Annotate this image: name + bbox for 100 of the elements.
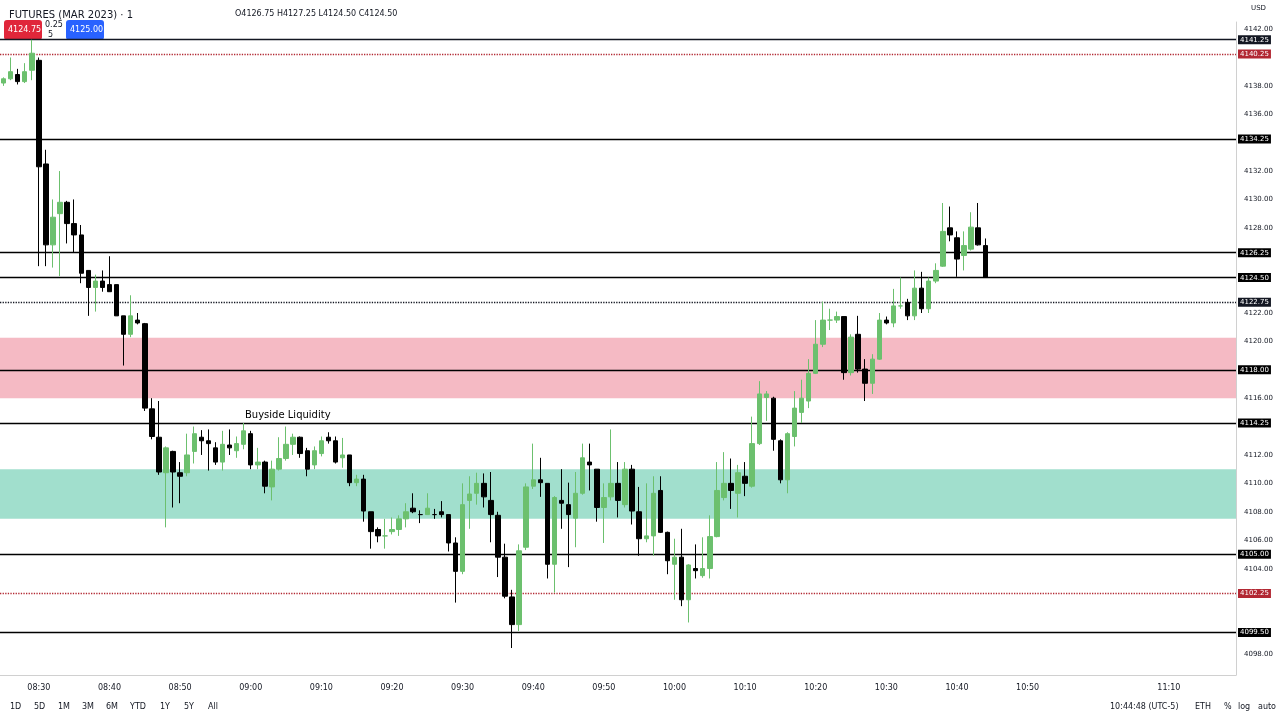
text: ETH <box>1195 701 1211 711</box>
candlestick <box>184 433 190 477</box>
candlestick <box>312 445 317 470</box>
candlestick <box>686 563 691 623</box>
candlestick <box>559 468 564 530</box>
candlestick <box>940 202 946 268</box>
candlestick <box>382 518 388 550</box>
candlestick <box>884 316 889 325</box>
candlestick <box>792 390 797 447</box>
candlestick <box>121 315 126 367</box>
candlestick <box>651 475 656 557</box>
candlestick <box>905 298 910 321</box>
x-tick-label: 10:00 <box>662 682 687 692</box>
annotation: 4124.75 <box>8 24 42 34</box>
candlestick <box>410 492 416 514</box>
candlestick <box>785 431 790 494</box>
x-tick-label: 08:50 <box>168 682 192 692</box>
candlestick <box>22 62 27 84</box>
chart-title: FUTURES (MAR 2023) · 1 <box>9 8 134 20</box>
text: All <box>208 701 218 711</box>
candlestick <box>361 474 366 523</box>
candlestick <box>573 471 578 548</box>
candlestick <box>15 68 20 85</box>
x-tick-label: 09:10 <box>309 682 333 692</box>
annotation: 5 <box>48 29 54 39</box>
candlestick <box>220 430 225 472</box>
text: 1Y <box>160 701 171 711</box>
candlestick <box>481 472 487 508</box>
x-tick-label: 09:50 <box>592 682 616 692</box>
candlestick <box>601 482 607 544</box>
candlestick <box>255 447 261 470</box>
candlestick <box>523 482 529 551</box>
candlestick <box>199 429 204 456</box>
candlestick <box>488 471 494 543</box>
annotation: 4125.00 <box>70 24 104 34</box>
candlestick <box>93 274 98 313</box>
candlestick <box>580 443 585 496</box>
candlestick <box>926 277 931 314</box>
candlestick <box>213 441 218 466</box>
candlestick <box>297 436 303 459</box>
candlestick <box>820 301 826 348</box>
candlestick <box>347 454 352 487</box>
candlestick <box>608 428 614 501</box>
candlestick <box>735 464 741 518</box>
candlestick <box>516 543 522 632</box>
candlestick <box>57 170 63 277</box>
text: % <box>1224 701 1232 711</box>
candlestick <box>135 312 140 325</box>
text: 6M <box>106 701 119 711</box>
text: 5Y <box>184 701 195 711</box>
x-tick-label: 11:10 <box>1157 682 1181 692</box>
text: 1D <box>10 701 22 711</box>
candlestick <box>742 461 748 497</box>
candlestick <box>319 436 324 457</box>
candlestick <box>644 482 649 543</box>
candlestick <box>594 468 600 523</box>
x-tick-label: 10:30 <box>874 682 898 692</box>
candlestick <box>870 353 875 395</box>
candlestick <box>227 428 232 456</box>
candlestick <box>757 380 762 446</box>
candlestick <box>891 288 896 328</box>
candlestick <box>418 509 423 524</box>
candlestick <box>531 443 536 490</box>
candlestick <box>234 436 239 459</box>
text: 5D <box>34 701 46 711</box>
text: log <box>1238 701 1251 711</box>
candlestick <box>425 492 430 516</box>
candlestick <box>305 447 310 477</box>
text: 10:44:48 (UTC-5) <box>1110 701 1179 711</box>
annotation: 0.25 <box>45 19 63 29</box>
text: YTD <box>129 701 146 711</box>
candlestick <box>587 443 592 491</box>
candlestick <box>248 430 253 470</box>
text: 1M <box>58 701 71 711</box>
candlestick <box>728 458 734 510</box>
candlestick <box>163 445 169 528</box>
x-tick-label: 09:40 <box>521 682 545 692</box>
candlestick <box>114 284 119 317</box>
candlestick <box>658 475 663 534</box>
candlestick <box>262 460 268 494</box>
candlestick <box>192 426 197 464</box>
candlestick <box>460 482 465 575</box>
candlestick <box>947 206 953 242</box>
x-tick-label: 10:40 <box>945 682 969 692</box>
candlestick <box>128 294 133 338</box>
chart-subtitle: O4126.75 H4127.25 L4124.50 C4124.50 <box>235 8 398 18</box>
candlestick <box>778 438 783 484</box>
candlestick <box>975 202 981 247</box>
candlestick <box>340 437 345 469</box>
candlestick <box>848 333 854 376</box>
annotation: Buyside Liquidity <box>245 408 331 420</box>
candlestick <box>672 538 677 601</box>
x-tick-label: 09:30 <box>451 682 475 692</box>
candlestick <box>467 475 472 530</box>
candlestick <box>615 461 621 518</box>
candlestick <box>933 262 939 284</box>
candlestick <box>8 56 13 81</box>
candlestick <box>439 500 444 518</box>
candlestick <box>538 457 543 498</box>
candlestick <box>1 76 6 87</box>
